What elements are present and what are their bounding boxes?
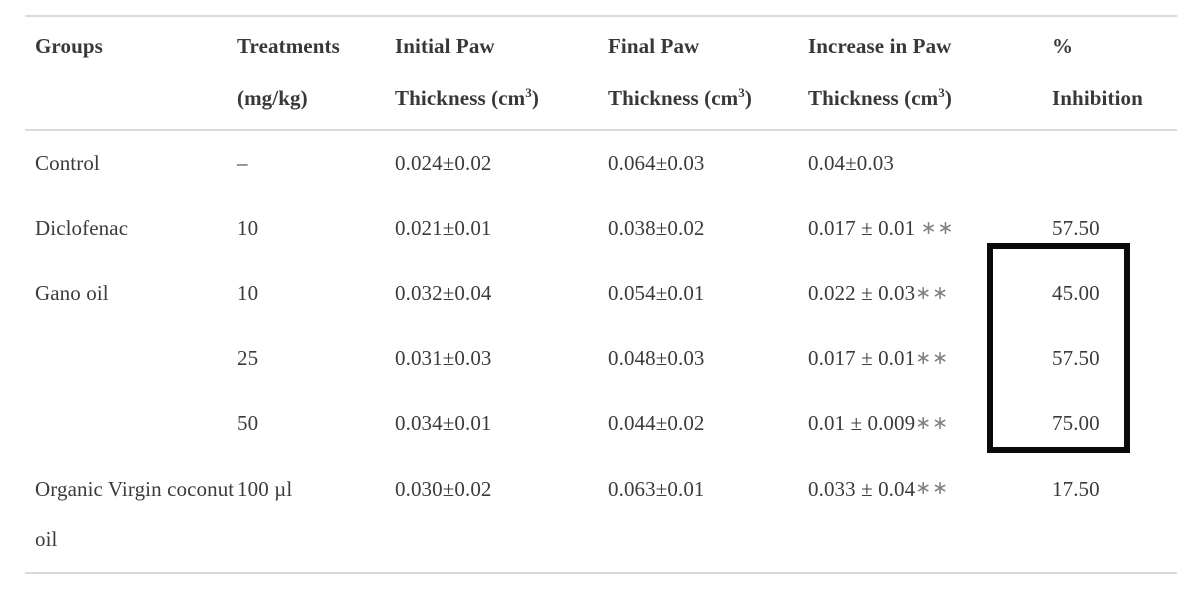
significance-marker: ∗∗: [920, 218, 955, 239]
header-final-line1: Final Paw: [608, 34, 700, 58]
cell-initial: 0.030±0.02: [395, 477, 492, 501]
significance-marker: ∗∗: [915, 348, 950, 369]
header-initial-line2: Thickness (cm3): [395, 85, 539, 110]
cell-increase: 0.04±0.03: [808, 151, 894, 175]
header-cell-increase-paw: Increase in Paw Thickness (cm3): [808, 17, 1052, 129]
header-treatments-line2: (mg/kg): [237, 86, 308, 110]
cell-group: [25, 391, 237, 456]
cell-group: Diclofenac: [35, 216, 129, 240]
cell-inhibition: 57.50: [1052, 346, 1100, 370]
header-groups-label: Groups: [35, 34, 103, 58]
cell-increase: 0.01 ± 0.009 ∗∗: [808, 411, 950, 435]
cell-initial: 0.021±0.01: [395, 216, 492, 240]
header-cell-final-paw: Final Paw Thickness (cm3): [608, 17, 808, 129]
header-inhibition-line1: %: [1052, 34, 1074, 58]
header-cell-initial-paw: Initial Paw Thickness (cm3): [395, 17, 608, 129]
header-cell-groups: Groups: [25, 17, 237, 129]
header-cell-treatments: Treatments (mg/kg): [237, 17, 395, 129]
header-inhibition-line2: Inhibition: [1052, 86, 1143, 110]
header-treatments-line1: Treatments: [237, 34, 340, 58]
table-row-gano-oil-50: 50 0.034±0.01 0.044±0.02 0.01 ± 0.009 ∗∗ …: [25, 391, 1177, 456]
cell-final: 0.038±0.02: [608, 216, 705, 240]
superscript-3: 3: [525, 85, 532, 100]
header-initial-line1: Initial Paw: [395, 34, 495, 58]
results-table: Groups Treatments (mg/kg) Initial Paw Th…: [25, 15, 1177, 574]
table-row-diclofenac: Diclofenac 10 0.021±0.01 0.038±0.02 0.01…: [25, 196, 1177, 261]
cell-increase: 0.033 ± 0.04 ∗∗: [808, 456, 1052, 572]
cell-inhibition: 57.50: [1052, 216, 1100, 240]
cell-treatment: –: [237, 151, 248, 175]
cell-treatment: 10: [237, 281, 259, 305]
cell-treatment: 100 µl: [237, 477, 293, 501]
superscript-3: 3: [938, 85, 945, 100]
cell-final: 0.044±0.02: [608, 411, 705, 435]
cell-group: Gano oil: [35, 281, 109, 305]
header-cell-inhibition: % Inhibition: [1052, 17, 1177, 129]
table-row-gano-oil-10: Gano oil 10 0.032±0.04 0.054±0.01 0.022 …: [25, 261, 1177, 326]
cell-final: 0.064±0.03: [608, 151, 705, 175]
cell-final: 0.048±0.03: [608, 346, 705, 370]
cell-final: 0.054±0.01: [608, 281, 705, 305]
cell-initial: 0.032±0.04: [395, 281, 492, 305]
cell-treatment: 25: [237, 346, 259, 370]
superscript-3: 3: [738, 85, 745, 100]
cell-initial: 0.031±0.03: [395, 346, 492, 370]
cell-group: Organic Virgin coconut oil: [35, 477, 235, 551]
table-row-gano-oil-25: 25 0.031±0.03 0.048±0.03 0.017 ± 0.01 ∗∗ …: [25, 326, 1177, 391]
cell-increase: 0.017 ± 0.01 ∗∗: [808, 346, 950, 370]
cell-treatment: 10: [237, 216, 259, 240]
header-increase-line1: Increase in Paw: [808, 34, 952, 58]
cell-increase: 0.017 ± 0.01 ∗∗: [808, 216, 955, 240]
table-row-control: Control – 0.024±0.02 0.064±0.03 0.04±0.0…: [25, 131, 1177, 196]
cell-inhibition: [1052, 131, 1177, 196]
table-header-row: Groups Treatments (mg/kg) Initial Paw Th…: [25, 17, 1177, 131]
cell-increase: 0.022 ± 0.03 ∗∗: [808, 281, 950, 305]
cell-inhibition: 75.00: [1052, 411, 1100, 435]
header-increase-line2: Thickness (cm3): [808, 85, 952, 110]
significance-marker: ∗∗: [915, 413, 950, 434]
table-row-organic-virgin-coconut-oil: Organic Virgin coconut oil 100 µl 0.030±…: [25, 456, 1177, 572]
cell-initial: 0.034±0.01: [395, 411, 492, 435]
significance-marker: ∗∗: [915, 478, 950, 499]
significance-marker: ∗∗: [915, 283, 950, 304]
cell-inhibition: 17.50: [1052, 477, 1100, 501]
header-final-line2: Thickness (cm3): [608, 85, 752, 110]
cell-group: Control: [35, 151, 100, 175]
cell-group: [25, 326, 237, 391]
cell-final: 0.063±0.01: [608, 477, 705, 501]
cell-inhibition: 45.00: [1052, 281, 1100, 305]
cell-treatment: 50: [237, 411, 259, 435]
cell-initial: 0.024±0.02: [395, 151, 492, 175]
